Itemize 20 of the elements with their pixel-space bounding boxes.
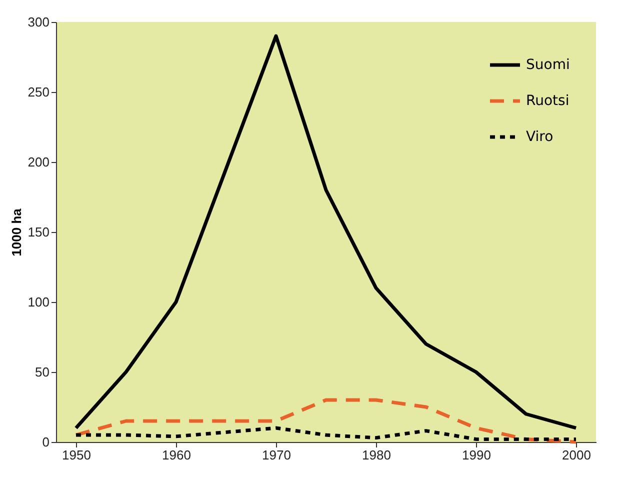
x-tick-label: 1980 xyxy=(362,448,391,462)
y-tick-label: 300 xyxy=(28,14,50,30)
y-tick-label: 150 xyxy=(28,224,50,240)
y-tick-label: 100 xyxy=(28,294,50,310)
x-tick-label: 2000 xyxy=(562,448,591,462)
x-tick-label: 1990 xyxy=(462,448,491,462)
y-tick-label: 50 xyxy=(35,364,50,380)
legend-label: Viro xyxy=(526,129,554,145)
line-series xyxy=(74,34,578,430)
x-tick-label: 1970 xyxy=(262,448,291,462)
y-tick-label: 0 xyxy=(42,434,50,450)
line-series xyxy=(74,398,578,444)
x-tick-label: 1950 xyxy=(62,448,91,462)
y-tick-label: 250 xyxy=(28,84,50,100)
y-axis-title: 1000 ha xyxy=(8,208,24,256)
y-tick-label: 200 xyxy=(28,154,50,170)
legend-label: Ruotsi xyxy=(526,93,570,109)
line-series xyxy=(74,426,578,441)
x-tick-label: 1960 xyxy=(162,448,191,462)
legend-label: Suomi xyxy=(526,57,570,73)
